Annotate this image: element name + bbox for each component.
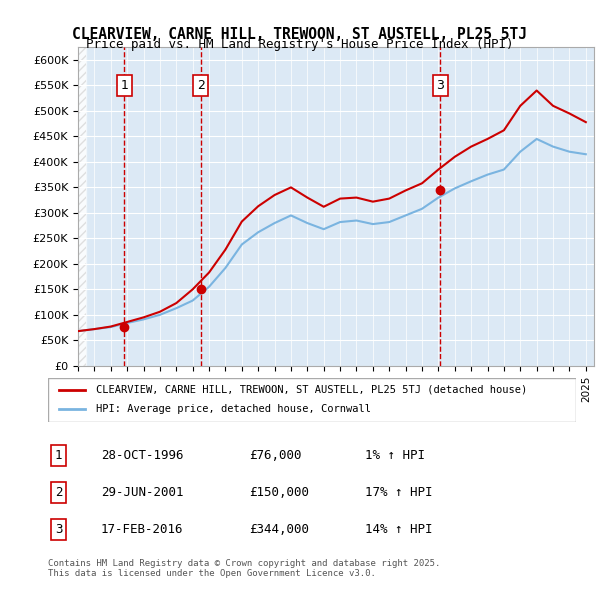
Text: CLEARVIEW, CARNE HILL, TREWOON, ST AUSTELL, PL25 5TJ: CLEARVIEW, CARNE HILL, TREWOON, ST AUSTE… [73, 27, 527, 41]
Text: 17% ↑ HPI: 17% ↑ HPI [365, 486, 432, 499]
Text: Price paid vs. HM Land Registry's House Price Index (HPI): Price paid vs. HM Land Registry's House … [86, 38, 514, 51]
Text: 1% ↑ HPI: 1% ↑ HPI [365, 449, 425, 462]
Text: 28-OCT-1996: 28-OCT-1996 [101, 449, 184, 462]
Text: 3: 3 [55, 523, 62, 536]
Bar [78, 47, 86, 366]
Text: CLEARVIEW, CARNE HILL, TREWOON, ST AUSTELL, PL25 5TJ (detached house): CLEARVIEW, CARNE HILL, TREWOON, ST AUSTE… [95, 385, 527, 395]
Text: Contains HM Land Registry data © Crown copyright and database right 2025.
This d: Contains HM Land Registry data © Crown c… [48, 559, 440, 578]
Text: £150,000: £150,000 [248, 486, 308, 499]
Text: 2: 2 [55, 486, 62, 499]
Text: 3: 3 [436, 79, 444, 92]
Text: 14% ↑ HPI: 14% ↑ HPI [365, 523, 432, 536]
Text: HPI: Average price, detached house, Cornwall: HPI: Average price, detached house, Corn… [95, 405, 371, 414]
Text: 17-FEB-2016: 17-FEB-2016 [101, 523, 184, 536]
Text: £76,000: £76,000 [248, 449, 301, 462]
Text: £344,000: £344,000 [248, 523, 308, 536]
Text: 1: 1 [55, 449, 62, 462]
Text: 29-JUN-2001: 29-JUN-2001 [101, 486, 184, 499]
Text: 1: 1 [121, 79, 128, 92]
FancyBboxPatch shape [48, 378, 576, 422]
Text: 2: 2 [197, 79, 205, 92]
Bar [78, 47, 86, 366]
